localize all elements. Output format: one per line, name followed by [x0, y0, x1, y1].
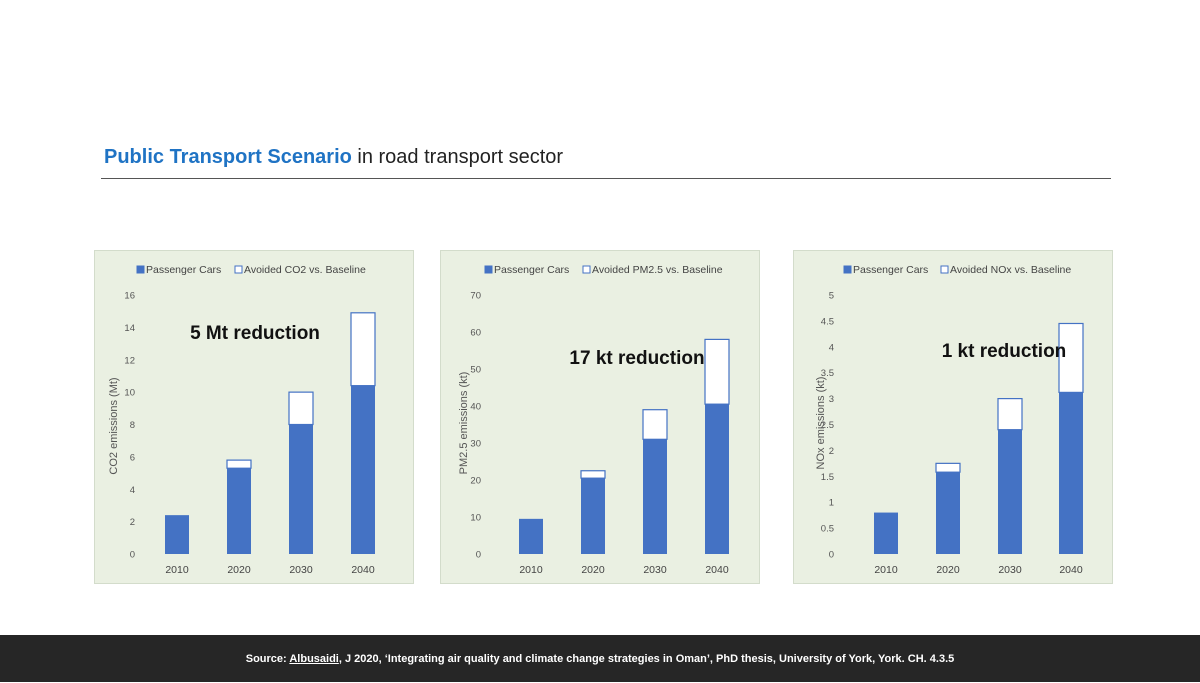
pm25-chart: Passenger Cars Avoided PM2.5 vs. Baseline… — [458, 264, 730, 576]
x-tick-label: 2040 — [1059, 564, 1083, 576]
y-tick-label: 60 — [470, 328, 481, 339]
legend-label: Avoided CO2 vs. Baseline — [244, 264, 366, 276]
legend-label: Passenger Cars — [853, 264, 928, 276]
x-tick-label: 2010 — [165, 564, 189, 576]
reduction-annotation: 5 Mt reduction — [190, 323, 320, 344]
y-tick-label: 30 — [470, 439, 481, 450]
y-axis-label: CO2 emissions (Mt) — [108, 377, 120, 474]
y-tick-label: 0 — [476, 550, 481, 561]
bar-passenger-cars-2010 — [519, 518, 543, 554]
y-tick-label: 10 — [470, 513, 481, 524]
y-tick-label: 4 — [829, 342, 834, 353]
bar-passenger-cars-2030 — [998, 429, 1022, 554]
x-tick-label: 2040 — [705, 564, 729, 576]
y-tick-label: 5 — [829, 291, 834, 302]
y-tick-label: 40 — [470, 402, 481, 413]
y-tick-label: 14 — [124, 323, 135, 334]
x-tick-label: 2030 — [289, 564, 313, 576]
bar-passenger-cars-2040 — [351, 385, 375, 554]
bar-avoided-2040 — [350, 312, 376, 387]
bar-avoided-2030 — [642, 409, 668, 440]
bar-passenger-cars-2040 — [705, 404, 729, 554]
legend-label: Avoided PM2.5 vs. Baseline — [592, 264, 723, 276]
bar-passenger-cars-2030 — [289, 424, 313, 554]
legend-label: Avoided NOx vs. Baseline — [950, 264, 1071, 276]
legend-swatch-avoided — [940, 265, 949, 274]
bar-passenger-cars-2040 — [1059, 392, 1083, 554]
footer-prefix: Source: — [245, 653, 290, 665]
bar-avoided-2020 — [226, 459, 252, 469]
x-tick-label: 2020 — [936, 564, 960, 576]
y-tick-label: 70 — [470, 291, 481, 302]
y-tick-label: 0.5 — [821, 524, 834, 535]
x-tick-label: 2020 — [227, 564, 251, 576]
y-tick-label: 0 — [829, 550, 834, 561]
y-tick-label: 3 — [829, 394, 834, 405]
y-tick-label: 2.5 — [821, 420, 834, 431]
y-tick-label: 3.5 — [821, 368, 834, 379]
y-axis-label: NOx emissions (kt) — [815, 377, 827, 470]
reduction-annotation: 17 kt reduction — [569, 348, 704, 369]
legend-swatch-passenger-cars — [484, 265, 493, 274]
x-tick-label: 2020 — [581, 564, 605, 576]
footer-author: Albusaidi — [289, 653, 339, 665]
co2-chart-panel: Passenger Cars Avoided CO2 vs. Baseline 0 2… — [94, 250, 414, 584]
pm25-chart-panel: Passenger Cars Avoided PM2.5 vs. Baseline… — [440, 250, 760, 584]
bar-avoided-2020 — [935, 462, 961, 473]
legend-label: Passenger Cars — [146, 264, 221, 276]
bar-avoided-2040 — [1058, 322, 1084, 393]
y-tick-label: 50 — [470, 365, 481, 376]
slide-title: Public Transport Scenario in road transp… — [104, 146, 563, 169]
legend-label: Passenger Cars — [494, 264, 569, 276]
y-tick-label: 20 — [470, 476, 481, 487]
legend-swatch-avoided — [234, 265, 243, 274]
y-tick-label: 8 — [130, 420, 135, 431]
y-tick-label: 10 — [124, 388, 135, 399]
bar-avoided-2020 — [580, 470, 606, 479]
bar-passenger-cars-2020 — [227, 468, 251, 554]
bar-passenger-cars-2020 — [936, 472, 960, 554]
x-tick-label: 2030 — [643, 564, 667, 576]
nox-chart: Passenger Cars Avoided NOx vs. Baseline 0 0… — [815, 264, 1084, 576]
slide-title-highlight: Public Transport Scenario — [104, 146, 352, 168]
legend-swatch-avoided — [582, 265, 591, 274]
legend-swatch-passenger-cars — [843, 265, 852, 274]
y-tick-label: 4.5 — [821, 316, 834, 327]
x-tick-label: 2030 — [998, 564, 1022, 576]
y-tick-label: 2 — [130, 517, 135, 528]
y-tick-label: 16 — [124, 291, 135, 302]
y-tick-label: 2 — [829, 446, 834, 457]
y-axis-label: PM2.5 emissions (kt) — [458, 372, 470, 475]
bar-passenger-cars-2020 — [581, 478, 605, 554]
bar-passenger-cars-2010 — [165, 515, 189, 554]
footer-rest: , J 2020, ‘Integrating air quality and c… — [338, 653, 955, 665]
slide-title-rest: in road transport sector — [351, 146, 564, 168]
x-tick-label: 2010 — [519, 564, 543, 576]
reduction-annotation: 1 kt reduction — [942, 341, 1067, 362]
bar-passenger-cars-2010 — [874, 512, 898, 554]
y-tick-label: 0 — [130, 550, 135, 561]
source-footer: Source: Albusaidi, J 2020, ‘Integrating … — [0, 635, 1200, 682]
title-divider — [101, 178, 1111, 179]
bar-passenger-cars-2030 — [643, 439, 667, 554]
nox-chart-panel: Passenger Cars Avoided NOx vs. Baseline 0 0… — [793, 250, 1113, 584]
x-tick-label: 2040 — [351, 564, 375, 576]
bar-avoided-2030 — [997, 398, 1023, 431]
bar-avoided-2040 — [704, 338, 730, 405]
co2-chart: Passenger Cars Avoided CO2 vs. Baseline 0 2… — [108, 264, 376, 576]
legend-swatch-passenger-cars — [136, 265, 145, 274]
y-tick-label: 6 — [130, 452, 135, 463]
bar-avoided-2030 — [288, 391, 314, 426]
x-tick-label: 2010 — [874, 564, 898, 576]
y-tick-label: 4 — [130, 485, 135, 496]
y-tick-label: 12 — [124, 355, 135, 366]
y-tick-label: 1 — [829, 498, 834, 509]
y-tick-label: 1.5 — [821, 472, 834, 483]
